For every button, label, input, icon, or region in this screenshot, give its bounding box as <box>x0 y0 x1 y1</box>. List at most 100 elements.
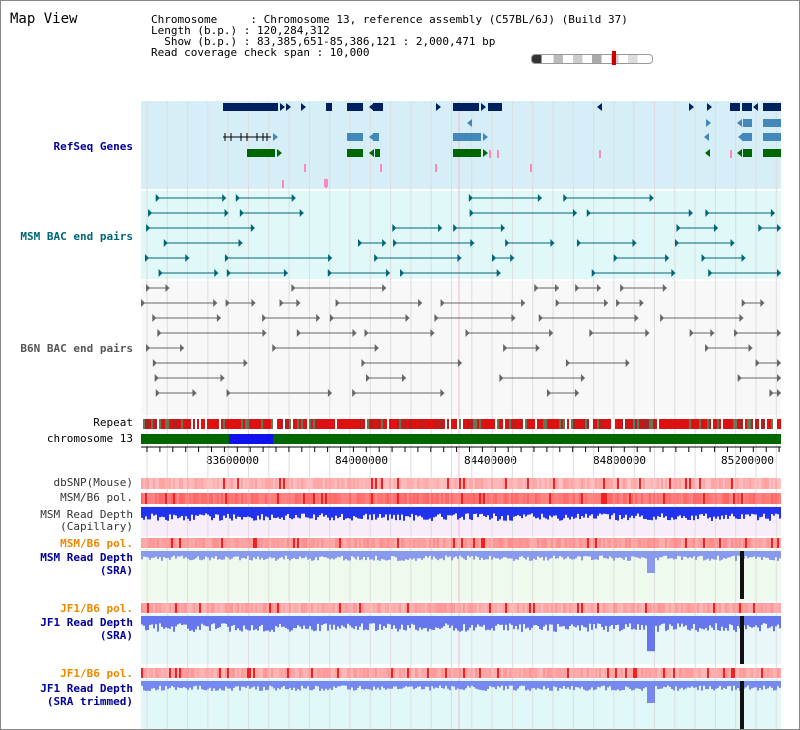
polymorphism-cell <box>763 538 765 548</box>
polymorphism-cell <box>571 668 573 678</box>
depth-bar <box>197 551 199 557</box>
track-label-msm-pol-2: MSM/B6 pol. <box>60 537 133 550</box>
repeat-block <box>745 419 747 429</box>
polymorphism-cell <box>403 603 405 613</box>
polymorphism-cell <box>371 538 373 548</box>
repeat-block <box>207 419 209 429</box>
msm-bac-pair-end <box>438 224 443 232</box>
depth-bar <box>637 616 639 625</box>
polymorphism-cell <box>639 493 641 504</box>
depth-bar <box>339 616 341 629</box>
polymorphism-cell <box>495 538 497 548</box>
depth-bar <box>279 681 281 690</box>
repeat-block <box>527 419 529 429</box>
polymorphism-cell <box>555 668 557 678</box>
depth-bar <box>635 551 637 558</box>
depth-bar <box>287 681 289 690</box>
polymorphism-cell <box>145 603 147 613</box>
polymorphism-cell <box>377 603 379 613</box>
track-label-refseq[interactable]: RefSeq Genes <box>53 140 133 153</box>
polymorphism-cell <box>493 603 495 613</box>
polymorphism-cell <box>737 478 739 489</box>
depth-bar <box>445 681 447 686</box>
depth-bar <box>473 551 475 560</box>
polymorphism-cell <box>477 493 479 504</box>
repeat-block <box>747 419 749 429</box>
b6n-bac-pair-end <box>329 314 334 322</box>
polymorphism-cell <box>179 538 181 548</box>
polymorphism-cell <box>353 493 355 504</box>
polymorphism-cell <box>349 603 351 613</box>
depth-bar <box>199 507 201 515</box>
depth-bar <box>179 681 181 689</box>
polymorphism-cell <box>353 603 355 613</box>
depth-bar <box>369 507 371 515</box>
depth-bar <box>247 507 249 517</box>
chromosome-ideogram[interactable] <box>531 54 653 64</box>
repeat-block <box>617 419 619 429</box>
repeat-block <box>677 419 679 429</box>
polymorphism-cell <box>441 538 443 548</box>
depth-bar <box>651 507 653 521</box>
polymorphism-cell <box>737 538 739 548</box>
polymorphism-cell <box>775 538 777 548</box>
depth-bar <box>661 616 663 624</box>
polymorphism-cell <box>765 478 767 489</box>
polymorphism-cell <box>765 668 767 678</box>
depth-bar <box>385 551 387 561</box>
polymorphism-cell <box>289 478 291 489</box>
polymorphism-cell <box>225 603 227 613</box>
depth-bar <box>361 551 363 560</box>
depth-bar <box>271 551 273 559</box>
track-label-msm-bac[interactable]: MSM BAC end pairs <box>20 230 133 243</box>
repeat-block <box>707 419 709 429</box>
msm-bac-pair-end <box>357 239 362 247</box>
repeat-block <box>371 419 373 429</box>
depth-bar <box>627 616 629 628</box>
polymorphism-cell <box>205 538 207 548</box>
depth-bar <box>423 551 425 559</box>
polymorphism-cell <box>343 493 345 504</box>
track-label-jf1-depth-trim-sub: (SRA trimmed) <box>46 695 133 708</box>
depth-bar <box>357 616 359 630</box>
polymorphism-cell <box>771 668 773 678</box>
polymorphism-cell <box>749 493 751 504</box>
polymorphism-cell <box>747 538 749 548</box>
depth-bar <box>367 551 369 558</box>
polymorphism-cell <box>567 603 569 613</box>
depth-bar <box>307 507 309 518</box>
polymorphism-cell <box>619 493 621 504</box>
polymorphism-cell <box>473 668 475 678</box>
depth-bar <box>527 616 529 628</box>
polymorphism-cell <box>727 478 729 489</box>
polymorphism-cell <box>147 538 149 548</box>
polymorphism-cell <box>425 603 427 613</box>
depth-bar <box>267 551 269 559</box>
polymorphism-cell <box>555 478 557 489</box>
depth-bar <box>243 507 245 518</box>
polymorphism-cell <box>563 668 565 678</box>
polymorphism-cell <box>459 603 461 613</box>
polymorphism-cell <box>583 478 585 489</box>
repeat-block <box>503 419 505 429</box>
repeat-block <box>475 419 477 429</box>
polymorphism-cell <box>263 603 265 613</box>
repeat-block <box>383 419 385 429</box>
depth-bar <box>157 507 159 521</box>
polymorphism-cell <box>287 538 289 548</box>
polymorphism-cell <box>743 668 745 678</box>
repeat-block <box>709 419 711 429</box>
depth-bar <box>653 681 655 703</box>
depth-bar <box>147 551 149 558</box>
polymorphism-cell <box>255 493 257 504</box>
track-label-b6n-bac[interactable]: B6N BAC end pairs <box>20 342 133 355</box>
polymorphism-cell <box>273 603 275 613</box>
repeat-block <box>211 419 213 429</box>
depth-bar <box>475 681 477 689</box>
polymorphism-cell <box>337 493 339 504</box>
msm-bac-pair-end <box>469 209 474 217</box>
repeat-block <box>731 419 733 429</box>
depth-bar <box>379 551 381 561</box>
depth-bar <box>673 616 675 630</box>
